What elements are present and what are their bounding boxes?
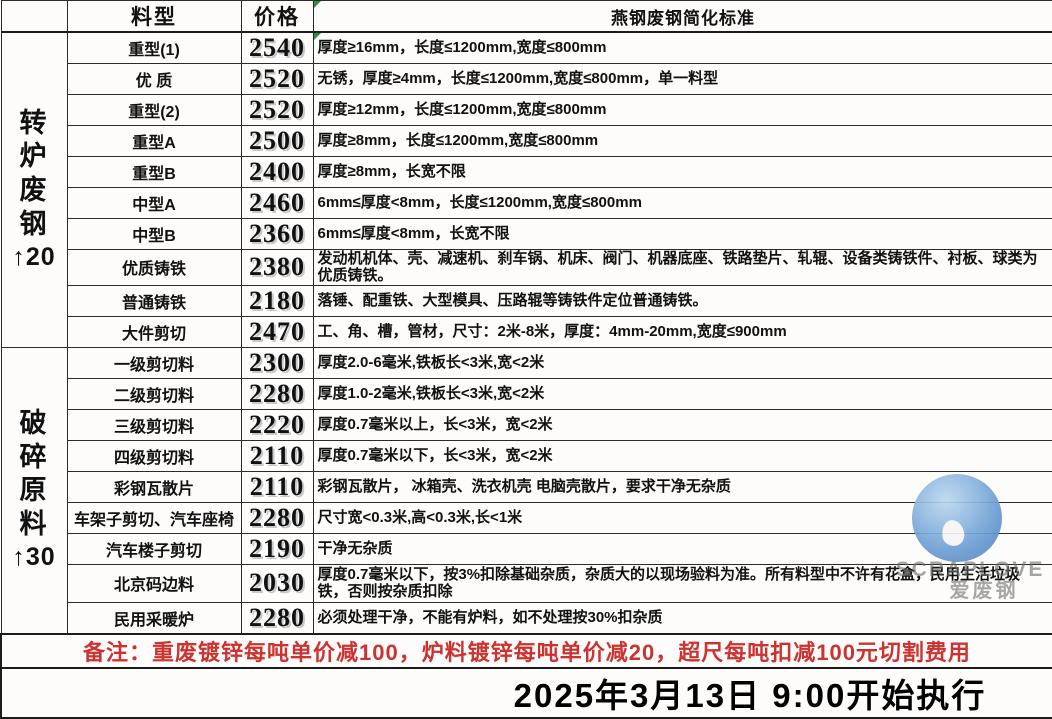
standard-cell: 无锈，厚度≥4mm，长度≤1200mm,宽度≤800mm，单一料型 [312, 63, 1052, 95]
header-row: 料型 价格 燕钢废钢简化标准 [0, 0, 1052, 33]
table-row: 破碎 原料 ↑30 一级剪切料 2300 厚度2.0-6毫米,铁板长<3米,宽<… [0, 346, 1052, 634]
price-cell: 2030 [240, 563, 314, 603]
table-row: 优质铸铁 2380 发动机机体、壳、减速机、刹车锅、机床、阀门、机器底座、铁路垫… [1, 249, 1052, 286]
price-cell: 2300 [240, 346, 314, 379]
price-cell: 2500 [240, 125, 314, 157]
price-change-badge: ↑20 [12, 242, 56, 271]
price-change-badge: ↑30 [12, 542, 56, 571]
note-row: 备注：重废镀锌每吨单价减100，炉料镀锌每吨单价减20，超尺每吨扣减100元切割… [0, 632, 1052, 669]
standard-cell: 厚度0.7毫米以下，按3%扣除基础杂质，杂质大的以现场验料为准。所有料型中不许有… [312, 563, 1052, 603]
standard-cell: 6mm≤厚度<8mm，长宽不限 [312, 218, 1052, 250]
price-cell: 2190 [240, 532, 314, 565]
price-cell: 2180 [240, 284, 314, 317]
price-cell: 2540 [240, 31, 314, 64]
material-cell: 重型B [66, 156, 242, 188]
standard-cell: 发动机机体、壳、减速机、刹车锅、机床、阀门、机器底座、铁路垫片、轧辊、设备类铸铁… [312, 249, 1052, 286]
price-cell: 2520 [240, 63, 314, 95]
table-row: 二级剪切料 2280 厚度1.0-2毫米,铁板长<3米,宽<2米 [1, 377, 1052, 410]
standard-column-header: 燕钢废钢简化标准 [312, 0, 1052, 33]
standard-cell: 厚度≥8mm，长宽不限 [312, 156, 1052, 188]
material-cell: 优 质 [66, 63, 242, 95]
table-row: 优 质 2520 无锈，厚度≥4mm，长度≤1200mm,宽度≤800mm，单一… [1, 63, 1052, 95]
standard-cell: 厚度≥16mm，长度≤1200mm,宽度≤800mm [312, 31, 1052, 64]
material-cell: 三级剪切料 [66, 408, 242, 441]
table-row: 汽车楼子剪切 2190 干净无杂质 [1, 532, 1052, 565]
group-label-line: 转炉 [19, 107, 49, 172]
standard-cell: 落锤、配重铁、大型模具、压路辊等铸铁件定位普通铸铁。 [312, 284, 1052, 317]
price-cell: 2360 [240, 218, 314, 250]
standard-cell: 6mm≤厚度<8mm，长度≤1200mm,宽度≤800mm [312, 187, 1052, 219]
table-row: 中型A 2460 6mm≤厚度<8mm，长度≤1200mm,宽度≤800mm [1, 187, 1052, 219]
date-row: 2025年3月13日 9:00开始执行 [0, 667, 1052, 719]
material-cell: 四级剪切料 [66, 439, 242, 472]
table-row: 四级剪切料 2110 厚度0.7毫米以下，长<3米，宽<2米 [1, 439, 1052, 472]
price-cell: 2110 [240, 439, 314, 472]
material-cell: 优质铸铁 [66, 249, 242, 286]
table-row: 彩钢瓦散片 2110 彩钢瓦散片， 冰箱壳、洗衣机壳 电脑壳散片，要求干净无杂质 [1, 470, 1052, 503]
group-label-line: 废钢 [19, 175, 49, 239]
material-cell: 重型(2) [66, 94, 242, 126]
table-row: 三级剪切料 2220 厚度0.7毫米以上，长<3米，宽<2米 [1, 408, 1052, 441]
material-cell: 汽车楼子剪切 [66, 532, 242, 565]
price-cell: 2280 [240, 601, 314, 634]
material-cell: 二级剪切料 [66, 377, 242, 410]
material-column-header: 料型 [66, 0, 242, 33]
standard-cell: 厚度0.7毫米以上，长<3米，宽<2米 [312, 408, 1052, 441]
price-column-header: 价格 [240, 0, 314, 33]
price-cell: 2520 [240, 94, 314, 126]
price-cell: 2110 [240, 470, 314, 503]
table-row: 普通铸铁 2180 落锤、配重铁、大型模具、压路辊等铸铁件定位普通铸铁。 [1, 284, 1052, 317]
standard-cell: 干净无杂质 [312, 532, 1052, 565]
standard-cell: 厚度≥8mm，长度≤1200mm,宽度≤800mm [312, 125, 1052, 157]
scrap-price-sheet: 料型 价格 燕钢废钢简化标准 转炉 废钢 ↑20 重型(1) 2540 厚度≥1… [0, 0, 1052, 632]
standard-cell: 厚度0.7毫米以下，长<3米，宽<2米 [312, 439, 1052, 472]
material-cell: 中型B [66, 218, 242, 250]
standard-cell: 工、角、槽，管材，尺寸：2米-8米，厚度：4mm-20mm,宽度≤900mm [312, 315, 1052, 348]
material-cell: 车架子剪切、汽车座椅 [66, 501, 242, 534]
material-cell: 中型A [66, 187, 242, 219]
material-cell: 一级剪切料 [66, 346, 242, 379]
price-cell: 2220 [240, 408, 314, 441]
price-cell: 2460 [240, 187, 314, 219]
table-row: 转炉 废钢 ↑20 重型(1) 2540 厚度≥16mm，长度≤1200mm,宽… [0, 31, 1052, 348]
standard-cell: 厚度≥12mm，长度≤1200mm,宽度≤800mm [312, 94, 1052, 126]
price-cell: 2280 [240, 377, 314, 410]
group-label-line: 破碎 [19, 407, 49, 472]
effective-date-text: 2025年3月13日 9:00开始执行 [0, 667, 1052, 719]
material-cell: 彩钢瓦散片 [66, 470, 242, 503]
standard-cell: 必须处理干净，不能有炉料，如不处理按30%扣杂质 [312, 601, 1052, 634]
table-row: 重型B 2400 厚度≥8mm，长宽不限 [1, 156, 1052, 188]
table-row: 民用采暖炉 2280 必须处理干净，不能有炉料，如不处理按30%扣杂质 [1, 601, 1052, 634]
material-cell: 重型A [66, 125, 242, 157]
material-cell: 民用采暖炉 [66, 601, 242, 634]
group-header-cell [0, 0, 68, 33]
price-cell: 2470 [240, 315, 314, 348]
table-row: 车架子剪切、汽车座椅 2280 尺寸宽<0.3米,高<0.3米,长<1米 [1, 501, 1052, 534]
standard-cell: 彩钢瓦散片， 冰箱壳、洗衣机壳 电脑壳散片，要求干净无杂质 [312, 470, 1052, 503]
table-row: 大件剪切 2470 工、角、槽，管材，尺寸：2米-8米，厚度：4mm-20mm,… [1, 315, 1052, 348]
group-label-shredded-material: 破碎 原料 ↑30 [0, 346, 68, 634]
table-row: 重型(2) 2520 厚度≥12mm，长度≤1200mm,宽度≤800mm [1, 94, 1052, 126]
standard-cell: 尺寸宽<0.3米,高<0.3米,长<1米 [312, 501, 1052, 534]
price-cell: 2380 [240, 249, 314, 286]
price-cell: 2400 [240, 156, 314, 188]
standard-cell: 厚度1.0-2毫米,铁板长<3米,宽<2米 [312, 377, 1052, 410]
group-label-line: 原料 [19, 475, 49, 540]
remark-text: 备注：重废镀锌每吨单价减100，炉料镀锌每吨单价减20，超尺每吨扣减100元切割… [0, 632, 1052, 669]
material-cell: 普通铸铁 [66, 284, 242, 317]
price-cell: 2280 [240, 501, 314, 534]
table-row: 中型B 2360 6mm≤厚度<8mm，长宽不限 [1, 218, 1052, 250]
standard-cell: 厚度2.0-6毫米,铁板长<3米,宽<2米 [312, 346, 1052, 379]
table-row: 重型A 2500 厚度≥8mm，长度≤1200mm,宽度≤800mm [1, 125, 1052, 157]
material-cell: 重型(1) [66, 31, 242, 64]
material-cell: 北京码边料 [66, 563, 242, 603]
group-label-converter-scrap: 转炉 废钢 ↑20 [0, 31, 68, 348]
material-cell: 大件剪切 [66, 315, 242, 348]
table-row: 北京码边料 2030 厚度0.7毫米以下，按3%扣除基础杂质，杂质大的以现场验料… [1, 563, 1052, 603]
